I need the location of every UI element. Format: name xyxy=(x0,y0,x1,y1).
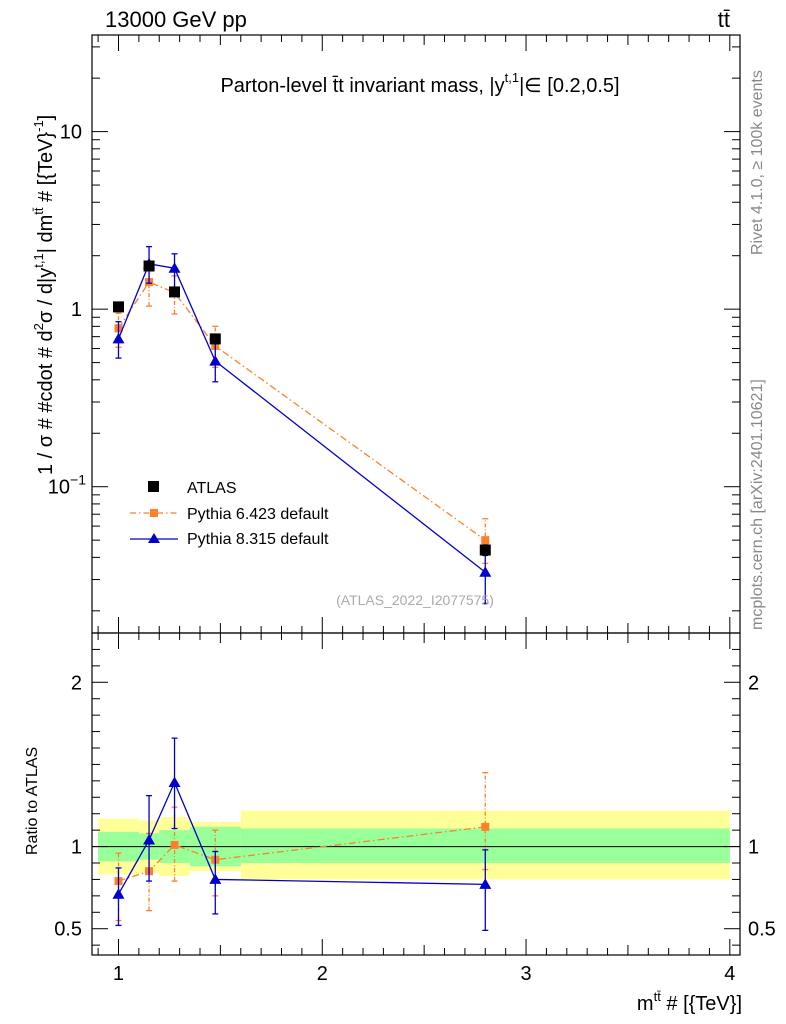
ylabel-sup-t1: t,1 xyxy=(31,253,46,267)
main-y-tick-labels: 10 1 10−1 xyxy=(48,122,86,499)
ratio-uncertainty-bands xyxy=(92,810,740,880)
ylabel-part-4: # [{TeV} xyxy=(35,132,57,208)
legend-label-pythia8: Pythia 8.315 default xyxy=(187,531,329,548)
ratio-x-tick-labels: 1 2 3 4 xyxy=(113,963,735,985)
legend-marker-pythia8 xyxy=(148,533,160,543)
main-y-tick-label: 10 xyxy=(60,122,82,144)
legend-marker-atlas xyxy=(148,481,159,492)
mcplots-label: mcplots.cern.ch [arXiv:2401.10621] xyxy=(749,379,766,630)
main-pythia-8-315-default-marker xyxy=(168,262,181,273)
ratio-pythia-8-315-default-marker xyxy=(479,878,492,889)
ratio-pythia-6-423-default-marker xyxy=(170,840,179,849)
legend: ATLAS Pythia 6.423 default Pythia 8.315 … xyxy=(130,480,329,548)
process-label: tt̄ xyxy=(718,7,730,32)
ratio-y-tick-label-right: 0.5 xyxy=(748,919,776,941)
ratio-frame xyxy=(91,632,741,956)
x-tick-label: 4 xyxy=(724,963,735,985)
main-y-axis-label: 1 / σ # #cdot # d2σ / d|yt,1| dmtt̄ # [{… xyxy=(31,115,57,475)
title-tail: |∈ [0.2,0.5] xyxy=(519,75,619,97)
ratio-pythia-8-315-default-marker xyxy=(143,834,156,845)
ratio-y-tick-label-right: 1 xyxy=(748,837,759,859)
ratio-y-tick-label-right: 2 xyxy=(748,672,759,694)
main-y-tick-label: 1 xyxy=(71,299,82,321)
ylabel-sup-tt: tt̄ xyxy=(31,207,46,215)
x-axis-label: mtt̄ # [{TeV}] xyxy=(637,989,742,1015)
x-tick-label: 1 xyxy=(113,963,124,985)
legend-marker-pythia6 xyxy=(150,509,158,517)
main-atlas-marker xyxy=(143,260,155,272)
ratio-pythia-6-423-default-marker xyxy=(481,822,490,831)
legend-entry-pythia6: Pythia 6.423 default xyxy=(130,506,329,523)
main-atlas-marker xyxy=(479,544,491,556)
ratio-axis-ticks xyxy=(92,632,740,955)
main-y-tick-label: 10−1 xyxy=(48,472,86,499)
ratio-data-layer xyxy=(112,737,492,932)
main-atlas-marker xyxy=(169,286,181,298)
main-pythia-8-315-default-marker xyxy=(479,566,492,577)
main-pythia-8-315-default-marker xyxy=(209,355,222,366)
x-tick-label: 2 xyxy=(317,963,328,985)
ylabel-part-2: σ / d|y xyxy=(35,268,57,323)
ratio-pythia-8-315-default-marker xyxy=(168,776,181,787)
energy-label: 13000 GeV pp xyxy=(105,7,247,32)
ratio-y-tick-labels: 0.5 0.5 1 1 2 2 xyxy=(54,672,776,940)
x-tick-label: 3 xyxy=(520,963,531,985)
ratio-plot-panel: 0.5 0.5 1 1 2 2 1 2 3 4 Ratio to ATLAS xyxy=(24,632,776,985)
legend-entry-pythia8: Pythia 8.315 default xyxy=(130,531,329,548)
ylabel-part-3: | dm xyxy=(35,215,57,254)
main-pythia-8-315-default-line xyxy=(117,263,486,573)
title-superscript: t,1 xyxy=(505,70,519,85)
main-title: Parton-level t̄t invariant mass, |yt,1|∈… xyxy=(220,70,619,97)
ylabel-part-1: 1 / σ # #cdot # d xyxy=(35,330,57,475)
analysis-watermark: (ATLAS_2022_I2077575) xyxy=(336,592,494,608)
main-plot-panel: 10 1 10−1 Parton-level t̄t invariant mass,… xyxy=(31,34,741,634)
main-data-layer xyxy=(112,245,492,605)
rivet-label: Rivet 4.1.0, ≥ 100k events xyxy=(749,70,766,255)
main-axis-ticks xyxy=(92,35,740,633)
ylabel-sup-minus1: -1 xyxy=(31,120,46,132)
ratio-y-tick-label-left: 0.5 xyxy=(54,919,82,941)
ratio-y-tick-label-left: 2 xyxy=(71,672,82,694)
legend-label-atlas: ATLAS xyxy=(187,480,237,497)
ratio-pythia-8-315-default-marker xyxy=(112,888,125,899)
title-text: Parton-level t̄t invariant mass, |y xyxy=(220,75,504,97)
ratio-y-tick-label-left: 1 xyxy=(71,837,82,859)
ratio-pythia-8-315-default-marker xyxy=(209,873,222,884)
ylabel-part-5: ] xyxy=(35,115,57,121)
main-atlas-marker xyxy=(112,301,124,313)
ylabel-sup-2: 2 xyxy=(31,323,46,330)
main-pythia-8-315-default-marker xyxy=(112,332,125,344)
ratio-y-axis-label: Ratio to ATLAS xyxy=(24,747,41,855)
main-pythia-6-423-default-marker xyxy=(481,536,490,545)
main-pythia-6-423-default-line xyxy=(117,281,486,541)
main-atlas-marker xyxy=(209,333,221,345)
legend-entry-atlas: ATLAS xyxy=(148,480,237,497)
legend-label-pythia6: Pythia 6.423 default xyxy=(187,506,329,523)
